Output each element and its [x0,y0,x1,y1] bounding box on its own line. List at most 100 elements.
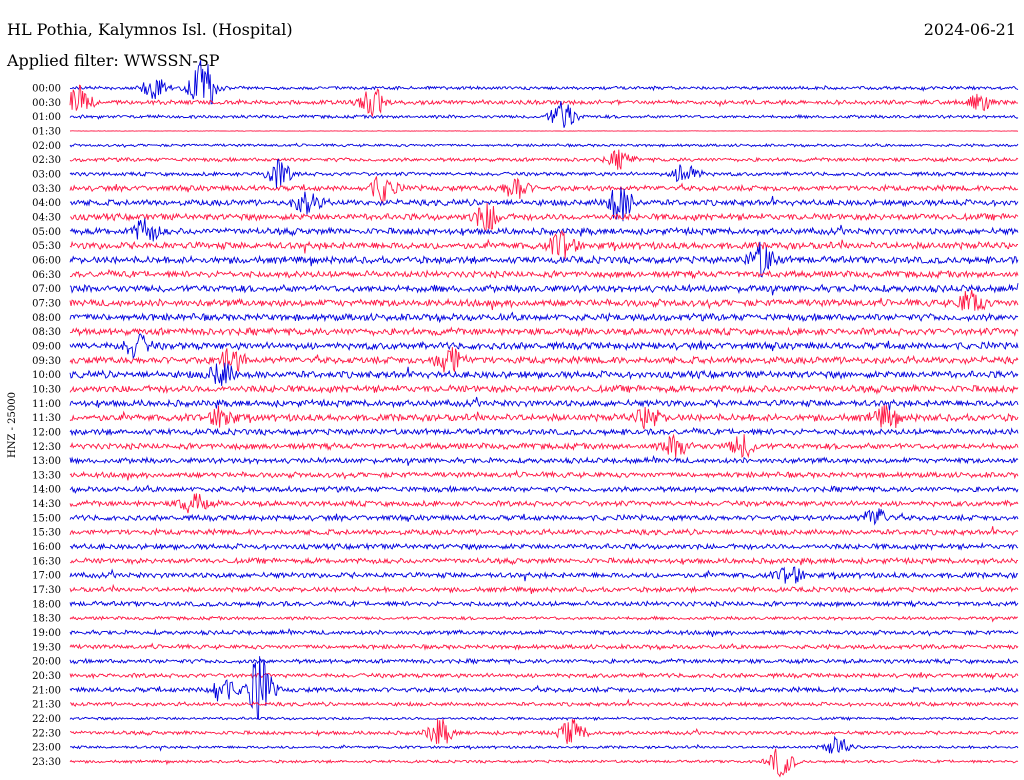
time-label: 01:30 [32,126,61,137]
time-label: 02:30 [32,155,61,166]
trace-0830 [69,326,1019,338]
trace-2000 [69,657,1019,666]
record-date: 2024-06-21 [923,20,1016,39]
time-label: 06:30 [32,270,61,281]
trace-1300 [69,454,1019,466]
time-label: 10:00 [32,370,61,381]
time-label: 14:30 [32,499,61,510]
time-label: 02:00 [32,141,61,152]
trace-1430 [69,493,1019,514]
time-label: 12:00 [32,427,61,438]
trace-2200 [69,716,1019,722]
time-label: 15:00 [32,513,61,524]
time-label: 23:30 [32,757,61,768]
y-axis-label: HNZ - 25000 [7,392,18,458]
time-label: 07:00 [32,284,61,295]
time-label: 07:30 [32,298,61,309]
time-label-group: 00:00 00:30 01:00 01:30 02:00 02:30 03:00 03:30… [32,84,61,769]
time-label: 16:30 [32,556,61,567]
trace-1730 [69,583,1019,594]
trace-1400 [69,484,1019,494]
trace-0500 [69,218,1019,242]
trace-0800 [69,311,1019,324]
time-label: 20:00 [32,657,61,668]
trace-0730 [69,289,1019,312]
time-label: 13:00 [32,456,61,467]
time-label: 06:00 [32,255,61,266]
trace-1830 [69,615,1018,623]
y-axis-label-group: HNZ - 25000 [7,392,18,458]
time-label: 22:30 [32,728,61,739]
time-label: 17:00 [32,571,61,582]
trace-1700 [69,566,1019,584]
time-label: 12:30 [32,442,61,453]
time-label: 04:00 [32,198,61,209]
time-label: 03:00 [32,169,61,180]
trace-0000 [69,60,1019,105]
time-label: 17:30 [32,585,61,596]
trace-1000 [69,362,1019,386]
trace-0630 [69,268,1019,280]
time-label: 20:30 [32,671,61,682]
trace-0330 [69,176,1019,206]
trace-2330 [69,748,1019,778]
trace-1930 [69,642,1019,651]
trace-0100 [69,101,1019,128]
time-label: 11:30 [32,413,61,424]
trace-1200 [69,426,1019,437]
time-label: 10:30 [32,384,61,395]
trace-2300 [69,735,1019,754]
trace-0200 [69,142,1019,148]
time-label: 03:30 [32,184,61,195]
trace-1800 [69,599,1019,609]
trace-0230 [69,149,1019,170]
trace-0900 [69,333,1019,360]
trace-1330 [69,469,1019,481]
trace-0600 [69,241,1019,278]
trace-0930 [69,347,1019,373]
time-label: 22:00 [32,714,61,725]
filter-label: Applied filter: WWSSN-SP [7,51,220,70]
trace-0430 [69,202,1019,232]
trace-0530 [69,229,1018,259]
station-title: HL Pothia, Kalymnos Isl. (Hospital) [7,20,293,39]
time-label: 19:00 [32,628,61,639]
trace-1900 [69,628,1019,638]
trace-2130 [69,698,1019,708]
time-label: 14:00 [32,485,61,496]
time-label: 00:00 [32,84,61,95]
time-label: 18:00 [32,599,61,610]
trace-1600 [69,542,1019,551]
time-label: 16:00 [32,542,61,553]
time-label: 08:30 [32,327,61,338]
trace-1230 [69,433,1019,459]
time-label: 08:00 [32,313,61,324]
time-label: 15:30 [32,528,61,539]
time-label: 04:30 [32,212,61,223]
time-label: 00:30 [32,98,61,109]
trace-0700 [69,283,1019,296]
trace-1030 [69,383,1019,395]
time-label: 23:00 [32,743,61,754]
trace-0300 [69,158,1019,189]
trace-1130 [69,404,1019,430]
trace-1630 [69,556,1019,566]
time-label: 11:00 [32,399,61,410]
time-label: 21:30 [32,700,61,711]
trace-2230 [69,718,1019,744]
time-label: 05:00 [32,227,61,238]
trace-0030 [69,84,1019,117]
time-label: 09:00 [32,341,61,352]
trace-1530 [69,526,1019,537]
time-label: 09:30 [32,356,61,367]
trace-group [69,60,1019,778]
trace-1100 [69,396,1019,411]
trace-1500 [69,508,1019,526]
time-label: 18:30 [32,614,61,625]
time-label: 19:30 [32,642,61,653]
trace-0130 [69,130,1019,133]
time-label: 01:00 [32,112,61,123]
trace-0400 [69,187,1019,222]
time-label: 13:30 [32,470,61,481]
